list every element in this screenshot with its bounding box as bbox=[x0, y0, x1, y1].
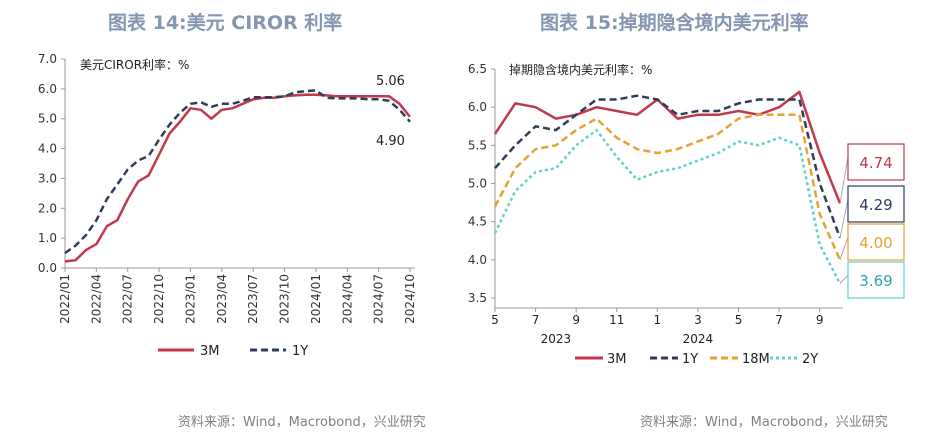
legend-label-3M: 3M bbox=[607, 352, 627, 367]
series-line-2Y bbox=[493, 128, 842, 285]
y-tick-label: 5.5 bbox=[468, 138, 487, 152]
y-tick-label: 4.5 bbox=[468, 215, 487, 229]
y-tick-label: 0.0 bbox=[38, 261, 57, 275]
x-year-label: 2023 bbox=[541, 332, 572, 346]
callout-value-3M: 4.74 bbox=[859, 154, 892, 172]
x-tick-label: 5 bbox=[491, 313, 499, 327]
y-tick-label: 4.0 bbox=[38, 142, 57, 156]
x-tick-label: 7 bbox=[532, 313, 540, 327]
x-tick-label: 9 bbox=[816, 313, 824, 327]
y-tick-label: 4.0 bbox=[468, 253, 487, 267]
legend-label-3M: 3M bbox=[200, 344, 220, 359]
x-tick-label: 2023/01 bbox=[183, 274, 197, 324]
x-tick-label: 9 bbox=[572, 313, 580, 327]
legend-label-18M: 18M bbox=[742, 352, 770, 367]
callout-box-3M bbox=[847, 143, 905, 181]
x-tick-label: 1 bbox=[654, 313, 662, 327]
x-tick-label: 2024/07 bbox=[372, 274, 386, 324]
legend-label-2Y: 2Y bbox=[802, 352, 818, 367]
series-line-1Y bbox=[494, 94, 842, 239]
y-tick-label: 2.0 bbox=[38, 201, 57, 215]
callout-value-2Y: 3.69 bbox=[859, 272, 892, 290]
callout-leader bbox=[839, 156, 849, 204]
data-label-3m-last: 5.06 bbox=[376, 74, 405, 89]
callout-leader bbox=[839, 236, 849, 260]
x-tick-label: 2024/04 bbox=[340, 274, 354, 324]
chart-left: 0.0 1.0 2.0 3.0 4.0 5.0 6.0 7.0 2022/01 2022/04 20… bbox=[38, 52, 417, 359]
figure-title-right: 图表 15:掉期隐含境内美元利率 bbox=[540, 12, 809, 34]
x-tick-label: 2022/07 bbox=[121, 274, 135, 324]
y-tick-label: 3.0 bbox=[38, 171, 57, 185]
x-tick-label: 2023/10 bbox=[278, 274, 292, 324]
chart-inner-title: 掉期隐含境内美元利率：% bbox=[509, 62, 652, 77]
callout-value-1Y: 4.29 bbox=[859, 196, 892, 214]
source-note-left: 资料来源：Wind，Macrobond，兴业研究 bbox=[178, 415, 426, 430]
callout-box-1Y bbox=[847, 185, 905, 223]
x-tick-label: 2024/01 bbox=[309, 274, 323, 324]
callout-box-2Y bbox=[847, 261, 905, 299]
x-tick-label: 2022/01 bbox=[58, 274, 72, 324]
y-tick-label: 6.0 bbox=[468, 100, 487, 114]
x-year-label: 2024 bbox=[683, 332, 714, 346]
x-tick-label: 7 bbox=[775, 313, 783, 327]
y-tick-label: 6.5 bbox=[468, 62, 487, 76]
legend-label-1Y: 1Y bbox=[682, 352, 698, 367]
x-tick-label: 2023/04 bbox=[215, 274, 229, 324]
x-tick-label: 5 bbox=[735, 313, 743, 327]
x-tick-label: 2022/10 bbox=[152, 274, 166, 324]
y-tick-label: 5.0 bbox=[38, 112, 57, 126]
series-line-3M bbox=[493, 90, 842, 204]
y-tick-label: 5.0 bbox=[468, 177, 487, 191]
x-tick-label: 2024/10 bbox=[403, 274, 417, 324]
callout-value-18M: 4.00 bbox=[859, 234, 892, 252]
y-tick-label: 1.0 bbox=[38, 231, 57, 245]
x-tick-label: 2022/04 bbox=[89, 274, 103, 324]
y-tick-label: 6.0 bbox=[38, 82, 57, 96]
x-tick-label: 11 bbox=[609, 313, 624, 327]
series-line-3M bbox=[64, 93, 411, 263]
y-tick-label: 7.0 bbox=[38, 52, 57, 66]
data-label-1y-last: 4.90 bbox=[376, 134, 405, 149]
figure-title-left: 图表 14:美元 CIROR 利率 bbox=[108, 12, 343, 34]
series-line-18M bbox=[493, 113, 842, 261]
chart-inner-title: 美元CIROR利率：% bbox=[80, 57, 189, 72]
y-tick-label: 3.5 bbox=[468, 291, 487, 305]
callout-box-18M bbox=[847, 223, 905, 261]
series-line-1Y bbox=[64, 89, 411, 255]
legend-label-1Y: 1Y bbox=[292, 344, 308, 359]
callout-leader bbox=[839, 274, 849, 284]
x-tick-label: 2023/07 bbox=[246, 274, 260, 324]
source-note-right: 资料来源：Wind，Macrobond，兴业研究 bbox=[640, 415, 888, 430]
callout-leader bbox=[839, 198, 849, 238]
x-tick-label: 3 bbox=[694, 313, 702, 327]
